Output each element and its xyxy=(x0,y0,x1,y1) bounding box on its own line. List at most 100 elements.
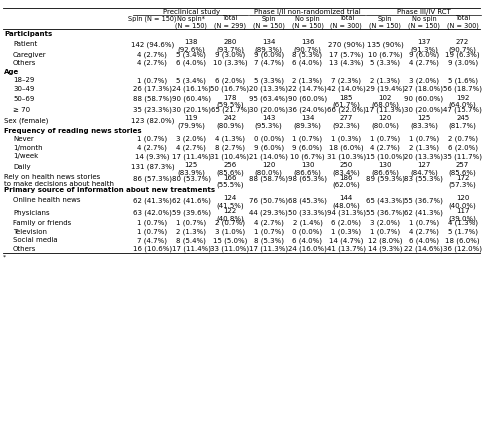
Text: 83 (55.3%): 83 (55.3%) xyxy=(404,176,443,182)
Text: 122
(40.8%): 122 (40.8%) xyxy=(216,208,244,222)
Text: 94 (31.3%): 94 (31.3%) xyxy=(327,209,366,216)
Text: 120
(80.0%): 120 (80.0%) xyxy=(371,116,399,129)
Text: 21 (14.0%): 21 (14.0%) xyxy=(249,153,288,160)
Text: Television: Television xyxy=(13,229,47,235)
Text: 4 (2.7%): 4 (2.7%) xyxy=(254,220,284,227)
Text: 3 (2.0%): 3 (2.0%) xyxy=(409,77,439,84)
Text: Daily: Daily xyxy=(13,164,31,170)
Text: Total
(N = 299): Total (N = 299) xyxy=(214,16,246,29)
Text: 55 (36.7%): 55 (36.7%) xyxy=(404,197,443,203)
Text: 3 (2.0%): 3 (2.0%) xyxy=(370,220,400,227)
Text: 10 (3.3%): 10 (3.3%) xyxy=(213,60,247,67)
Text: 123 (82.0%): 123 (82.0%) xyxy=(131,117,174,124)
Text: 6 (2.0%): 6 (2.0%) xyxy=(215,77,245,84)
Text: 138
(92.6%): 138 (92.6%) xyxy=(177,40,205,53)
Text: 90 (60.0%): 90 (60.0%) xyxy=(404,96,443,103)
Text: 256
(85.6%): 256 (85.6%) xyxy=(216,162,244,176)
Text: Never: Never xyxy=(13,136,34,142)
Text: 33 (11.0%): 33 (11.0%) xyxy=(210,246,250,252)
Text: 102
(68.0%): 102 (68.0%) xyxy=(371,95,399,108)
Text: 9 (3.0%): 9 (3.0%) xyxy=(448,60,478,67)
Text: 30 (20.1%): 30 (20.1%) xyxy=(172,106,211,113)
Text: 44 (29.3%): 44 (29.3%) xyxy=(249,209,288,216)
Text: 42 (14.0%): 42 (14.0%) xyxy=(327,86,366,92)
Text: 1/week: 1/week xyxy=(13,153,38,159)
Text: 4 (2.7%): 4 (2.7%) xyxy=(370,144,400,151)
Text: 26 (17.3%): 26 (17.3%) xyxy=(133,86,172,92)
Text: 186
(62.0%): 186 (62.0%) xyxy=(333,175,360,188)
Text: 2 (1.4%): 2 (1.4%) xyxy=(293,220,322,227)
Text: No spin
(N = 150): No spin (N = 150) xyxy=(292,16,323,29)
Text: 55 (36.7%): 55 (36.7%) xyxy=(366,209,404,216)
Text: 4 (2.7%): 4 (2.7%) xyxy=(137,60,167,67)
Text: Age: Age xyxy=(4,69,19,75)
Text: 31 (10.4%): 31 (10.4%) xyxy=(211,153,250,160)
Text: 68 (45.3%): 68 (45.3%) xyxy=(288,197,327,203)
Text: 29 (19.4%): 29 (19.4%) xyxy=(366,86,404,92)
Text: 35 (11.7%): 35 (11.7%) xyxy=(443,153,482,160)
Text: 6 (4.0%): 6 (4.0%) xyxy=(409,237,439,243)
Text: 89 (59.3%): 89 (59.3%) xyxy=(365,176,404,182)
Text: 137
(91.3%): 137 (91.3%) xyxy=(410,40,438,53)
Text: 1 (0.7%): 1 (0.7%) xyxy=(409,136,439,143)
Text: 9 (6.0%): 9 (6.0%) xyxy=(293,144,322,151)
Text: 119
(79.9%): 119 (79.9%) xyxy=(177,116,205,129)
Text: 17 (11.3%): 17 (11.3%) xyxy=(365,106,404,113)
Text: 9 (6.0%): 9 (6.0%) xyxy=(254,51,284,58)
Text: 2 (1.3%): 2 (1.3%) xyxy=(176,228,206,235)
Text: 80 (53.7%): 80 (53.7%) xyxy=(172,176,211,182)
Text: 272
(90.7%): 272 (90.7%) xyxy=(449,40,477,53)
Text: 3 (1.0%): 3 (1.0%) xyxy=(215,228,245,235)
Text: 142 (94.6%): 142 (94.6%) xyxy=(131,41,174,48)
Text: 277
(92.3%): 277 (92.3%) xyxy=(333,116,360,129)
Text: 19 (6.3%): 19 (6.3%) xyxy=(445,51,480,58)
Text: 6 (4.0%): 6 (4.0%) xyxy=(293,60,322,67)
Text: 8 (5.3%): 8 (5.3%) xyxy=(293,51,322,58)
Text: 6 (4.0%): 6 (4.0%) xyxy=(293,237,322,243)
Text: 242
(80.9%): 242 (80.9%) xyxy=(216,116,244,129)
Text: 62 (41.6%): 62 (41.6%) xyxy=(172,197,211,203)
Text: 127
(84.7%): 127 (84.7%) xyxy=(410,162,438,176)
Text: 166
(55.5%): 166 (55.5%) xyxy=(216,175,244,188)
Text: 1/month: 1/month xyxy=(13,145,42,151)
Text: Preclinical study: Preclinical study xyxy=(162,9,220,15)
Text: 17 (11.4%): 17 (11.4%) xyxy=(172,246,211,252)
Text: 9 (6.0%): 9 (6.0%) xyxy=(409,51,439,58)
Text: 4 (2.7%): 4 (2.7%) xyxy=(137,144,167,151)
Text: 4 (1.3%): 4 (1.3%) xyxy=(215,136,245,143)
Text: 9 (6.0%): 9 (6.0%) xyxy=(254,144,284,151)
Text: 56 (18.7%): 56 (18.7%) xyxy=(443,86,482,92)
Text: 0 (0.0%): 0 (0.0%) xyxy=(254,136,284,143)
Text: 20 (13.3%): 20 (13.3%) xyxy=(249,86,288,92)
Text: 24 (16.1%): 24 (16.1%) xyxy=(172,86,211,92)
Text: 14 (9.3%): 14 (9.3%) xyxy=(135,153,170,160)
Text: 13 (4.3%): 13 (4.3%) xyxy=(329,60,363,67)
Text: 62 (41.3%): 62 (41.3%) xyxy=(133,197,172,203)
Text: Frequency of reading news stories: Frequency of reading news stories xyxy=(4,128,142,134)
Text: 6 (2.0%): 6 (2.0%) xyxy=(331,220,362,227)
Text: Rely on health news stories
to make decisions about health: Rely on health news stories to make deci… xyxy=(4,175,114,187)
Text: 2 (1.3%): 2 (1.3%) xyxy=(370,77,400,84)
Text: 5 (1.6%): 5 (1.6%) xyxy=(448,77,478,84)
Text: 22 (14.7%): 22 (14.7%) xyxy=(288,86,327,92)
Text: 86 (57.3%): 86 (57.3%) xyxy=(133,176,172,182)
Text: 95 (63.4%): 95 (63.4%) xyxy=(249,96,288,103)
Text: 36 (12.0%): 36 (12.0%) xyxy=(443,246,482,252)
Text: 1 (0.7%): 1 (0.7%) xyxy=(176,220,206,227)
Text: 36 (24.0%): 36 (24.0%) xyxy=(288,106,327,113)
Text: Phase I/II non-randomized trial: Phase I/II non-randomized trial xyxy=(254,9,361,15)
Text: 88 (58.7%): 88 (58.7%) xyxy=(249,176,288,182)
Text: Total
(N = 300): Total (N = 300) xyxy=(447,16,479,29)
Text: 3 (2.0%): 3 (2.0%) xyxy=(176,136,206,143)
Text: 144
(48.0%): 144 (48.0%) xyxy=(333,195,360,209)
Text: 65 (43.3%): 65 (43.3%) xyxy=(366,197,404,203)
Text: 1 (0.7%): 1 (0.7%) xyxy=(254,228,284,235)
Text: 125
(83.3%): 125 (83.3%) xyxy=(410,116,438,129)
Text: 18 (6.0%): 18 (6.0%) xyxy=(329,144,363,151)
Text: 7 (4.7%): 7 (4.7%) xyxy=(254,60,284,67)
Text: 90 (60.4%): 90 (60.4%) xyxy=(172,96,211,103)
Text: 192
(64.0%): 192 (64.0%) xyxy=(449,95,477,108)
Text: 135 (90%): 135 (90%) xyxy=(367,41,403,48)
Text: 12 (8.0%): 12 (8.0%) xyxy=(368,237,402,243)
Text: 5 (3.4%): 5 (3.4%) xyxy=(176,77,206,84)
